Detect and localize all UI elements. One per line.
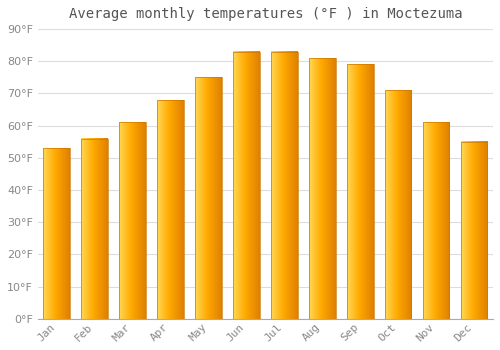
Bar [195,77,222,319]
Title: Average monthly temperatures (°F ) in Moctezuma: Average monthly temperatures (°F ) in Mo… [68,7,462,21]
Bar [233,51,260,319]
Bar [44,148,70,319]
Bar [158,100,184,319]
Bar [82,139,108,319]
Bar [347,64,374,319]
Bar [423,122,450,319]
Bar [385,90,411,319]
Bar [120,122,146,319]
Bar [271,51,297,319]
Bar [461,142,487,319]
Bar [309,58,336,319]
